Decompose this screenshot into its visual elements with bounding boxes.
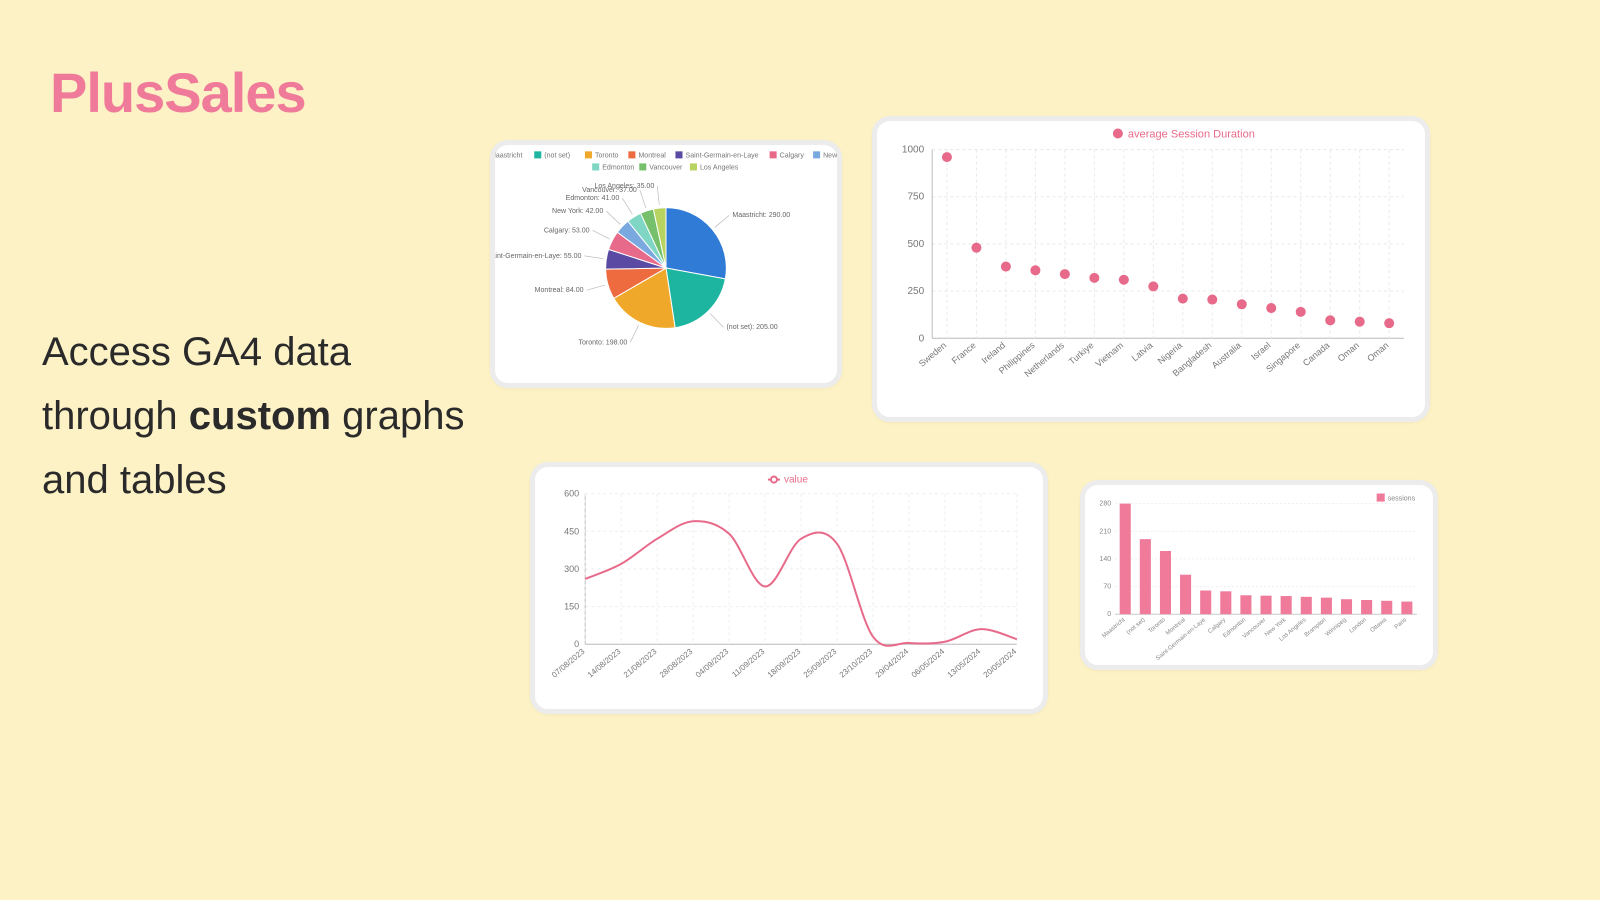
pie-chart-card: Maastricht (not set) Toronto Montreal Saint-… (490, 140, 842, 388)
svg-text:Turkiye: Turkiye (1067, 340, 1096, 366)
svg-text:29/04/2024: 29/04/2024 (874, 647, 911, 680)
svg-text:Maastricht: Maastricht (1101, 617, 1126, 640)
svg-text:London: London (1349, 617, 1368, 635)
svg-text:07/08/2023: 07/08/2023 (550, 647, 587, 680)
svg-text:value: value (784, 475, 808, 486)
svg-text:Calgary: Calgary (780, 152, 805, 159)
svg-text:Saint-Germain-en-Laye: Saint-Germain-en-Laye (686, 152, 759, 159)
scatter-chart-card: average Session Duration 0 250 500 750 1000 Sw… (872, 116, 1430, 422)
svg-text:Ottawa: Ottawa (1370, 617, 1389, 634)
svg-text:Vancouver: Vancouver (649, 164, 683, 171)
svg-text:(not set): (not set) (1126, 617, 1147, 636)
svg-text:750: 750 (907, 192, 924, 203)
svg-text:13/05/2024: 13/05/2024 (946, 647, 983, 680)
bar-chart-card: sessions070140210280Maastricht(not set)T… (1080, 480, 1438, 670)
svg-text:Maastricht: Maastricht (495, 152, 522, 159)
svg-text:04/09/2023: 04/09/2023 (694, 647, 731, 680)
svg-text:600: 600 (564, 489, 579, 499)
svg-text:Latvia: Latvia (1130, 340, 1156, 364)
brand-logo: PlusSales (50, 60, 306, 125)
svg-text:Vietnam: Vietnam (1093, 340, 1125, 369)
svg-text:23/10/2023: 23/10/2023 (838, 647, 875, 680)
svg-text:11/09/2023: 11/09/2023 (730, 647, 766, 680)
svg-text:0: 0 (919, 333, 925, 344)
svg-text:18/09/2023: 18/09/2023 (766, 647, 803, 680)
svg-text:Toronto: Toronto (595, 152, 619, 159)
svg-text:06/05/2024: 06/05/2024 (910, 647, 947, 680)
svg-text:450: 450 (564, 526, 579, 536)
svg-text:0: 0 (1107, 611, 1111, 618)
svg-text:Calgary: 53.00: Calgary: 53.00 (544, 227, 590, 234)
svg-text:20/05/2024: 20/05/2024 (982, 647, 1019, 680)
svg-text:Canada: Canada (1301, 340, 1332, 369)
svg-text:14/08/2023: 14/08/2023 (586, 647, 623, 680)
svg-text:1000: 1000 (902, 145, 925, 156)
svg-text:Oman: Oman (1336, 340, 1361, 363)
svg-text:Australia: Australia (1210, 340, 1244, 371)
line-chart-card: value015030045060007/08/202314/08/202321… (530, 462, 1048, 714)
svg-text:210: 210 (1099, 528, 1111, 535)
svg-text:Montreal: 84.00: Montreal: 84.00 (535, 287, 584, 294)
svg-text:Edmonton: Edmonton (602, 164, 634, 171)
svg-text:Winnipeg: Winnipeg (1325, 617, 1348, 638)
svg-text:New York: New York (823, 152, 837, 159)
svg-text:Brampton: Brampton (1304, 617, 1328, 638)
svg-text:25/09/2023: 25/09/2023 (802, 647, 839, 680)
svg-text:Los Angeles: 35.00: Los Angeles: 35.00 (594, 183, 654, 190)
svg-text:Sweden: Sweden (917, 340, 948, 369)
svg-text:Maastricht: 290.00: Maastricht: 290.00 (732, 212, 790, 219)
svg-text:140: 140 (1099, 556, 1111, 563)
svg-text:Montreal: Montreal (638, 152, 666, 159)
svg-text:Oman: Oman (1365, 340, 1390, 363)
svg-text:Toronto: 198.00: Toronto: 198.00 (578, 339, 627, 346)
tagline: Access GA4 data through custom graphs an… (42, 320, 472, 512)
svg-text:70: 70 (1103, 584, 1111, 591)
tagline-text-bold: custom (189, 394, 331, 438)
svg-text:Israel: Israel (1249, 340, 1272, 362)
svg-text:250: 250 (907, 286, 924, 297)
svg-text:150: 150 (564, 602, 579, 612)
svg-text:New York: 42.00: New York: 42.00 (552, 208, 603, 215)
svg-text:(not set): 205.00: (not set): 205.00 (726, 324, 777, 331)
svg-text:(not set): (not set) (544, 152, 570, 159)
svg-text:28/08/2023: 28/08/2023 (658, 647, 695, 680)
svg-text:280: 280 (1099, 501, 1111, 508)
svg-text:average Session Duration: average Session Duration (1128, 129, 1255, 141)
svg-text:500: 500 (907, 239, 924, 250)
svg-text:sessions: sessions (1388, 496, 1416, 503)
svg-text:Los Angeles: Los Angeles (700, 164, 739, 171)
svg-text:France: France (950, 340, 978, 366)
svg-text:21/08/2023: 21/08/2023 (622, 647, 659, 680)
svg-text:Edmonton: 41.00: Edmonton: 41.00 (566, 195, 620, 202)
svg-text:Paris: Paris (1394, 617, 1408, 630)
svg-text:Saint-Germain-en-Laye: 55.00: Saint-Germain-en-Laye: 55.00 (495, 253, 581, 260)
svg-text:300: 300 (564, 564, 579, 574)
